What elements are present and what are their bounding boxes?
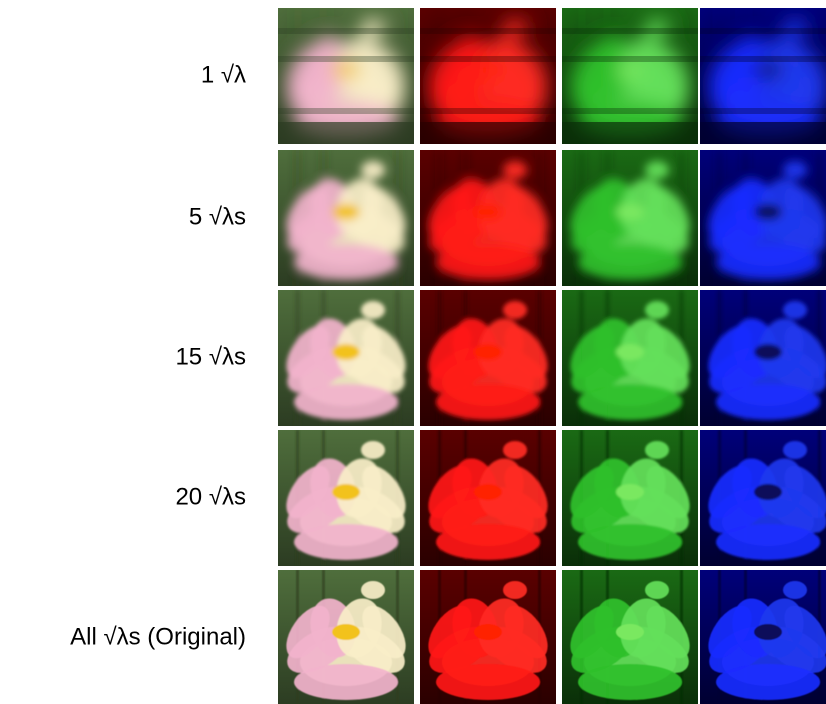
image-tile bbox=[700, 290, 826, 426]
image-tile bbox=[420, 150, 557, 286]
image-tile bbox=[562, 430, 699, 566]
row-label: 1 √λ bbox=[201, 61, 246, 88]
image-tile bbox=[420, 290, 557, 426]
image-tile bbox=[562, 8, 699, 144]
image-tile bbox=[700, 430, 826, 566]
figure: 1 √λ 5 √λs 15 √λs 20 √λs All √λs (Original) bbox=[0, 0, 826, 704]
image-tile bbox=[700, 570, 826, 704]
image-tile bbox=[278, 570, 415, 704]
row-label: 5 √λs bbox=[189, 203, 246, 230]
image-tile bbox=[278, 290, 415, 426]
row-label: 20 √λs bbox=[175, 483, 246, 510]
image-tile bbox=[278, 8, 415, 144]
row-label: 15 √λs bbox=[175, 343, 246, 370]
image-tile bbox=[278, 430, 415, 566]
image-tile bbox=[420, 570, 557, 704]
image-tile bbox=[700, 150, 826, 286]
image-tile bbox=[700, 8, 826, 144]
image-tile bbox=[420, 430, 557, 566]
image-tile bbox=[562, 570, 699, 704]
image-tile bbox=[420, 8, 557, 144]
image-tile bbox=[562, 290, 699, 426]
image-tile bbox=[562, 150, 699, 286]
image-tile bbox=[278, 150, 415, 286]
row-label: All √λs (Original) bbox=[70, 623, 246, 650]
